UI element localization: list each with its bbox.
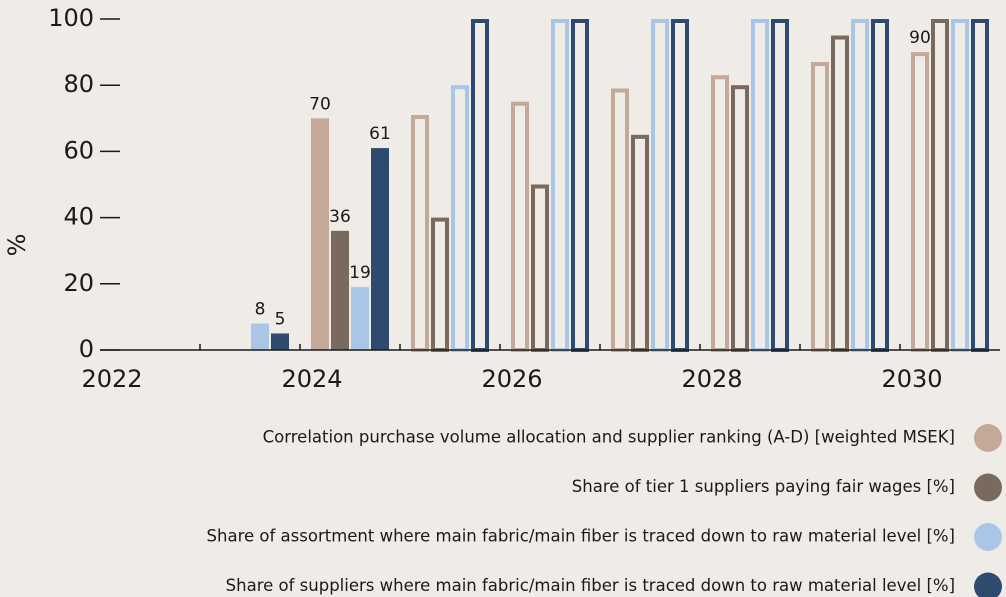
y-tick-label: 20 [63,269,94,297]
data-label: 5 [275,309,286,329]
legend-swatch [974,473,1002,502]
bar [551,19,569,352]
bar [751,19,769,352]
data-label: 36 [329,207,351,227]
legend-label: Share of assortment where main fabric/ma… [207,527,955,546]
bar [451,85,469,352]
bar [611,88,629,352]
bar [651,19,669,352]
bar [831,35,849,353]
legend-label: Correlation purchase volume allocation a… [263,428,955,447]
bar [871,19,889,352]
legend-swatch [974,424,1002,452]
bar [911,52,929,352]
y-tick-label: 60 [63,136,94,164]
y-axis-label: % [3,234,31,257]
bar [711,75,729,353]
bar [511,101,529,352]
legend-label: Share of tier 1 suppliers paying fair wa… [572,477,955,496]
bar [531,184,549,352]
bar [631,134,649,352]
legend-swatch [974,523,1002,551]
data-label: 8 [255,300,266,320]
y-tick-label: 80 [63,70,94,98]
bar [811,62,829,352]
legend-label: Share of suppliers where main fabric/mai… [226,576,955,595]
bar [331,230,349,350]
y-tick-label: 0 [79,335,94,363]
bar [951,19,969,352]
bar [571,19,589,352]
bar [251,323,269,350]
bar [851,19,869,352]
bar [971,19,989,352]
x-tick-label: 2024 [281,365,342,393]
data-label: 19 [349,263,371,283]
bar [671,19,689,352]
legend-swatch [974,572,1002,597]
bar [431,217,449,352]
x-tick-label: 2022 [81,365,142,393]
bar [311,118,329,350]
bar [271,333,289,350]
bar [371,148,389,350]
bar [351,287,369,350]
data-label: 90 [909,28,931,48]
x-tick-label: 2030 [881,365,942,393]
data-label: 61 [369,124,391,144]
data-label: 70 [309,94,331,114]
bar [411,114,429,352]
bar [771,19,789,352]
bar [471,19,489,352]
x-tick-label: 2028 [681,365,742,393]
bar [731,85,749,352]
x-tick-label: 2026 [481,365,542,393]
y-tick-label: 100 [48,4,94,32]
y-tick-label: 40 [63,203,94,231]
bar [931,19,949,352]
